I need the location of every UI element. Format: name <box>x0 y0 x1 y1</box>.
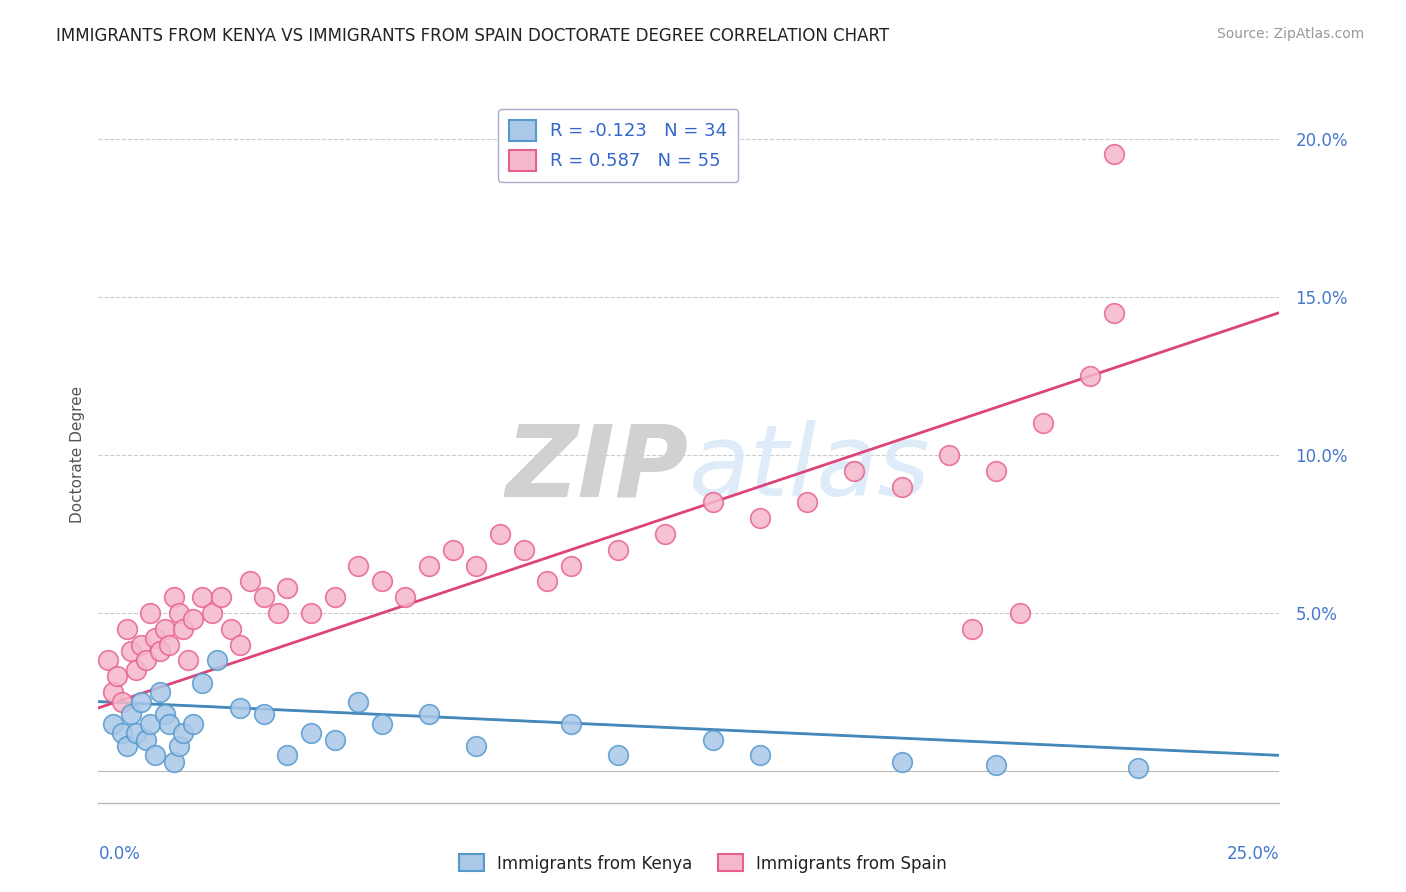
Point <box>121 707 143 722</box>
Point <box>97 653 120 667</box>
Point <box>121 644 143 658</box>
Point <box>139 716 162 731</box>
Point <box>209 591 232 605</box>
Text: ZIP: ZIP <box>506 420 689 517</box>
Point <box>129 695 152 709</box>
Legend: R = -0.123   N = 34, R = 0.587   N = 55: R = -0.123 N = 34, R = 0.587 N = 55 <box>498 109 738 181</box>
Text: 25.0%: 25.0% <box>1227 845 1279 863</box>
Point <box>181 716 204 731</box>
Point <box>560 716 582 731</box>
Point <box>890 755 912 769</box>
Legend: Immigrants from Kenya, Immigrants from Spain: Immigrants from Kenya, Immigrants from S… <box>453 847 953 880</box>
Point <box>101 716 124 731</box>
Text: Source: ZipAtlas.com: Source: ZipAtlas.com <box>1216 27 1364 41</box>
Point <box>536 574 558 589</box>
Point <box>149 685 172 699</box>
Point <box>167 606 190 620</box>
Point <box>1008 606 1031 620</box>
Point <box>1080 368 1102 383</box>
Point <box>267 606 290 620</box>
Point <box>115 622 138 636</box>
Point <box>239 574 262 589</box>
Point <box>465 558 488 573</box>
Point <box>512 542 534 557</box>
Point <box>702 495 724 509</box>
Point <box>607 748 630 763</box>
Point <box>219 622 242 636</box>
Point <box>177 653 200 667</box>
Point <box>984 464 1007 478</box>
Point <box>984 757 1007 772</box>
Point <box>229 638 252 652</box>
Point <box>441 542 464 557</box>
Point <box>465 739 488 753</box>
Point <box>172 726 194 740</box>
Point <box>347 558 370 573</box>
Point <box>129 638 152 652</box>
Text: atlas: atlas <box>689 420 931 517</box>
Y-axis label: Doctorate Degree: Doctorate Degree <box>69 386 84 524</box>
Point <box>276 581 298 595</box>
Point <box>172 622 194 636</box>
Point <box>607 542 630 557</box>
Point <box>135 732 157 747</box>
Point <box>796 495 818 509</box>
Point <box>153 707 176 722</box>
Point <box>748 511 770 525</box>
Point <box>276 748 298 763</box>
Point <box>371 574 394 589</box>
Point <box>157 716 180 731</box>
Point <box>299 726 322 740</box>
Point <box>205 653 228 667</box>
Point <box>702 732 724 747</box>
Point <box>157 638 180 652</box>
Point <box>115 739 138 753</box>
Point <box>143 748 166 763</box>
Point <box>347 695 370 709</box>
Point <box>890 479 912 493</box>
Point <box>253 707 276 722</box>
Point <box>299 606 322 620</box>
Point <box>938 448 960 462</box>
Point <box>229 701 252 715</box>
Point <box>191 675 214 690</box>
Point <box>125 663 148 677</box>
Point <box>748 748 770 763</box>
Text: IMMIGRANTS FROM KENYA VS IMMIGRANTS FROM SPAIN DOCTORATE DEGREE CORRELATION CHAR: IMMIGRANTS FROM KENYA VS IMMIGRANTS FROM… <box>56 27 890 45</box>
Point <box>371 716 394 731</box>
Point <box>167 739 190 753</box>
Point <box>143 632 166 646</box>
Point <box>163 591 186 605</box>
Point <box>323 591 346 605</box>
Point <box>1102 147 1125 161</box>
Point <box>418 558 440 573</box>
Point <box>101 685 124 699</box>
Point <box>489 527 512 541</box>
Point <box>153 622 176 636</box>
Point <box>253 591 276 605</box>
Point <box>1032 417 1054 431</box>
Point <box>418 707 440 722</box>
Point <box>323 732 346 747</box>
Point <box>191 591 214 605</box>
Point <box>394 591 416 605</box>
Text: 0.0%: 0.0% <box>98 845 141 863</box>
Point <box>654 527 676 541</box>
Point <box>962 622 984 636</box>
Point <box>149 644 172 658</box>
Point <box>560 558 582 573</box>
Point <box>844 464 866 478</box>
Point <box>181 612 204 626</box>
Point <box>111 726 134 740</box>
Point <box>163 755 186 769</box>
Point <box>1102 305 1125 319</box>
Point <box>105 669 128 683</box>
Point <box>125 726 148 740</box>
Point <box>1126 761 1149 775</box>
Point <box>139 606 162 620</box>
Point <box>111 695 134 709</box>
Point <box>135 653 157 667</box>
Point <box>201 606 224 620</box>
